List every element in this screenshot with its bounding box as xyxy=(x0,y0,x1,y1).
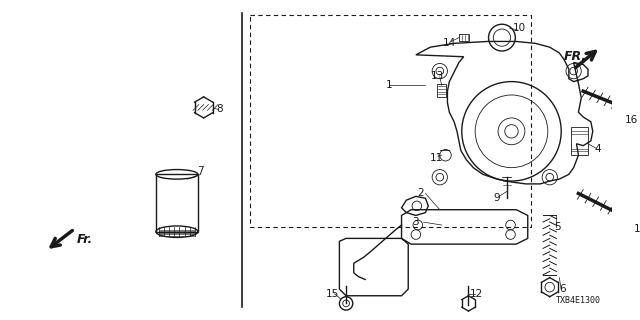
Text: 9: 9 xyxy=(494,193,500,203)
Text: 6: 6 xyxy=(559,284,566,294)
Text: TXB4E1300: TXB4E1300 xyxy=(556,296,600,305)
Bar xyxy=(459,34,469,42)
Text: 17: 17 xyxy=(634,224,640,234)
Text: 5: 5 xyxy=(554,222,561,232)
Text: 8: 8 xyxy=(216,104,223,114)
Text: 10: 10 xyxy=(513,23,525,33)
Bar xyxy=(156,174,198,232)
Text: FR.: FR. xyxy=(564,50,587,63)
Text: 14: 14 xyxy=(443,38,456,48)
Text: 11: 11 xyxy=(429,153,443,163)
Text: 1: 1 xyxy=(386,80,392,91)
Text: 16: 16 xyxy=(625,115,637,125)
Bar xyxy=(437,84,447,97)
Text: 12: 12 xyxy=(470,289,483,299)
Text: 15: 15 xyxy=(326,289,339,299)
Bar xyxy=(571,126,588,155)
Text: 2: 2 xyxy=(417,188,424,198)
Text: 4: 4 xyxy=(594,144,601,154)
Text: Fr.: Fr. xyxy=(77,233,93,246)
Text: 7: 7 xyxy=(198,166,204,176)
Text: 13: 13 xyxy=(431,71,445,81)
Text: 3: 3 xyxy=(413,217,419,227)
